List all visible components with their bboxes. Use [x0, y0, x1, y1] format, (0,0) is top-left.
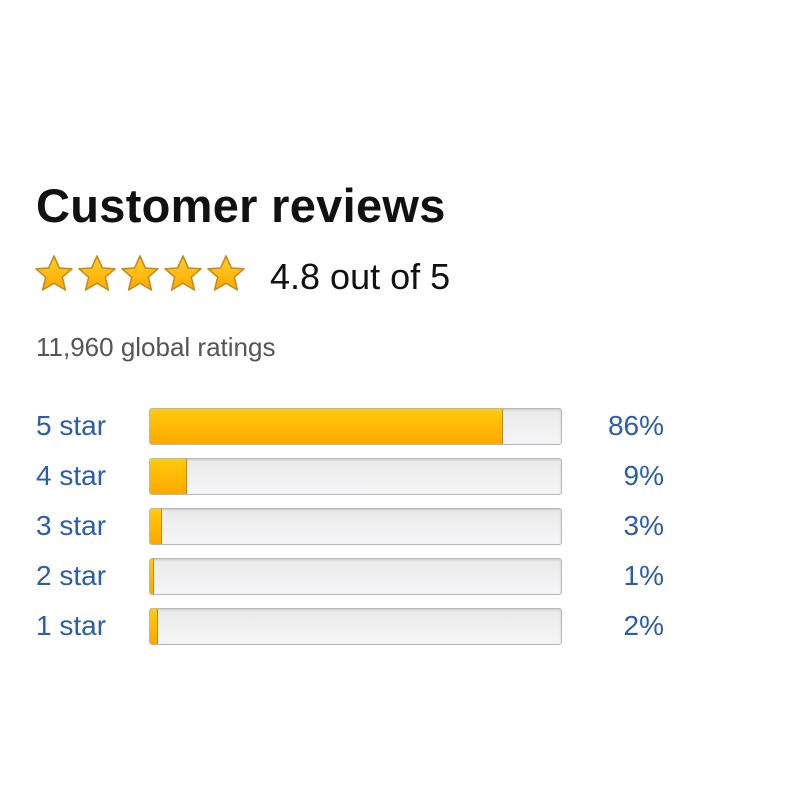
rating-bar[interactable] [149, 558, 562, 595]
reviews-title: Customer reviews [36, 179, 446, 232]
star-level-link[interactable]: 1 star [36, 610, 107, 641]
star-level-link[interactable]: 2 star [36, 560, 107, 591]
star-rating [34, 254, 246, 294]
histogram-row[interactable]: 4 star 9% [0, 458, 800, 496]
histogram-row[interactable]: 1 star 2% [0, 608, 800, 646]
rating-bar[interactable] [149, 608, 562, 645]
histogram-row[interactable]: 3 star 3% [0, 508, 800, 546]
global-ratings-count: 11,960 global ratings [36, 332, 276, 362]
star-icon [207, 255, 245, 291]
average-rating-text: 4.8 out of 5 [270, 256, 451, 297]
percent-link[interactable]: 3% [623, 510, 664, 541]
rating-bar-fill [150, 559, 155, 594]
percent-link[interactable]: 2% [623, 610, 664, 641]
rating-bar-fill [150, 459, 187, 494]
percent-link[interactable]: 1% [623, 560, 664, 591]
star-level-link[interactable]: 5 star [36, 410, 107, 441]
rating-bar[interactable] [149, 508, 562, 545]
star-level-link[interactable]: 4 star [36, 460, 107, 491]
rating-bar-fill [150, 409, 504, 444]
histogram-row[interactable]: 2 star 1% [0, 558, 800, 596]
star-level-link[interactable]: 3 star [36, 510, 107, 541]
star-icon [164, 255, 202, 291]
rating-bar[interactable] [149, 408, 562, 445]
rating-bar-fill [150, 509, 163, 544]
rating-bar-fill [150, 609, 159, 644]
rating-bar[interactable] [149, 458, 562, 495]
percent-link[interactable]: 86% [607, 410, 664, 441]
star-icon [35, 255, 73, 291]
percent-link[interactable]: 9% [623, 460, 664, 491]
star-icon [78, 255, 116, 291]
star-icon [121, 255, 159, 291]
histogram-row[interactable]: 5 star 86% [0, 408, 800, 446]
